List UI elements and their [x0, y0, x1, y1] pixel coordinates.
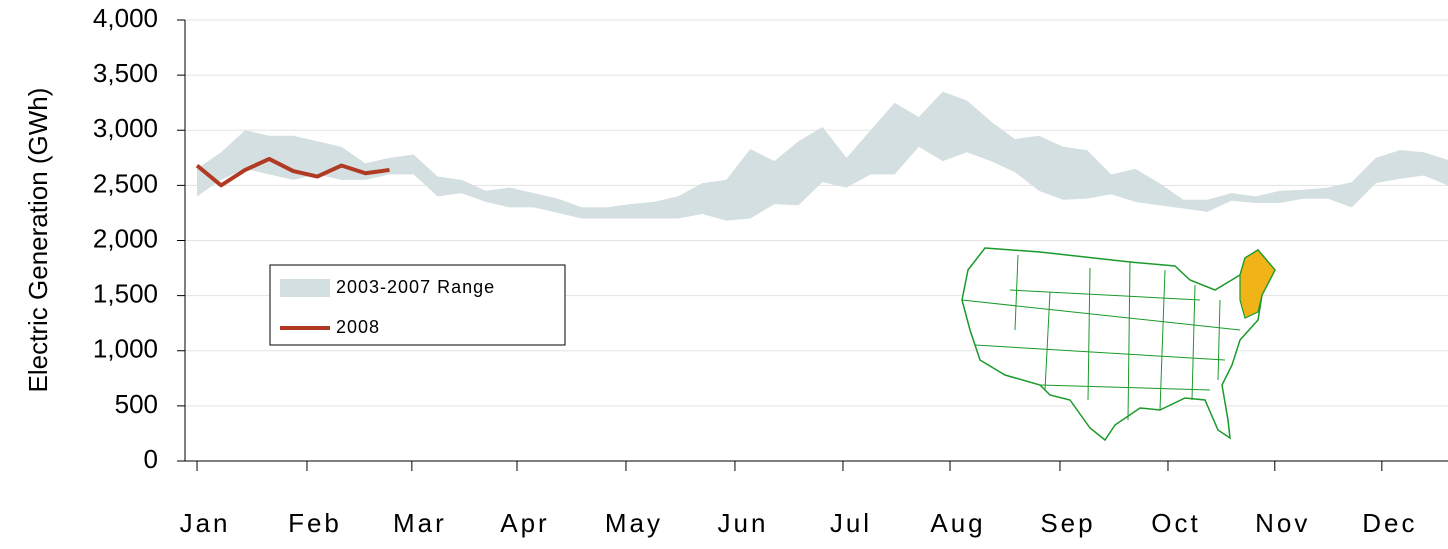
- y-tick-label: 3,500: [93, 58, 158, 88]
- x-tick-label: Jul: [830, 508, 872, 538]
- x-tick-label: Mar: [393, 508, 447, 538]
- y-tick-label: 2,500: [93, 168, 158, 198]
- line: [195, 156, 390, 188]
- new-england: [1239, 249, 1276, 319]
- us-map: [961, 247, 1276, 442]
- y-tick-label: 3,000: [93, 113, 158, 143]
- y-tick-label: 500: [115, 389, 158, 419]
- y-tick-label: 1,500: [93, 279, 158, 309]
- x-tick-label: Oct: [1151, 508, 1200, 538]
- legend-box: [269, 264, 566, 346]
- x-tick-label: Feb: [288, 508, 342, 538]
- legend-swatch: [280, 279, 330, 297]
- state-borders: [961, 254, 1241, 421]
- legend: 2003-2007 Range 2008: [280, 277, 495, 337]
- plot-area: [177, 19, 1448, 471]
- x-tick-label: May: [605, 508, 663, 538]
- y-tick-label: 4,000: [93, 3, 158, 33]
- y-tick-label: 2,000: [93, 223, 158, 253]
- x-tick-label: Jan: [180, 508, 231, 538]
- y-tick-label: 1,000: [93, 334, 158, 364]
- x-tick-label: Nov: [1255, 508, 1310, 538]
- y-tick-label: 0: [144, 444, 158, 474]
- x-tick-label: Aug: [930, 508, 985, 538]
- x-tick-label: Apr: [500, 508, 549, 538]
- y-axis-label: Electric Generation (GWh): [23, 88, 53, 393]
- legend-label: 2008: [336, 317, 380, 337]
- x-tick-label: Dec: [1362, 508, 1417, 538]
- x-tick-label: Sep: [1040, 508, 1095, 538]
- us-outline: [961, 247, 1276, 442]
- x-tick-label: Jun: [717, 508, 768, 538]
- range-area: [197, 91, 1448, 221]
- legend-label: 2003-2007 Range: [336, 277, 495, 297]
